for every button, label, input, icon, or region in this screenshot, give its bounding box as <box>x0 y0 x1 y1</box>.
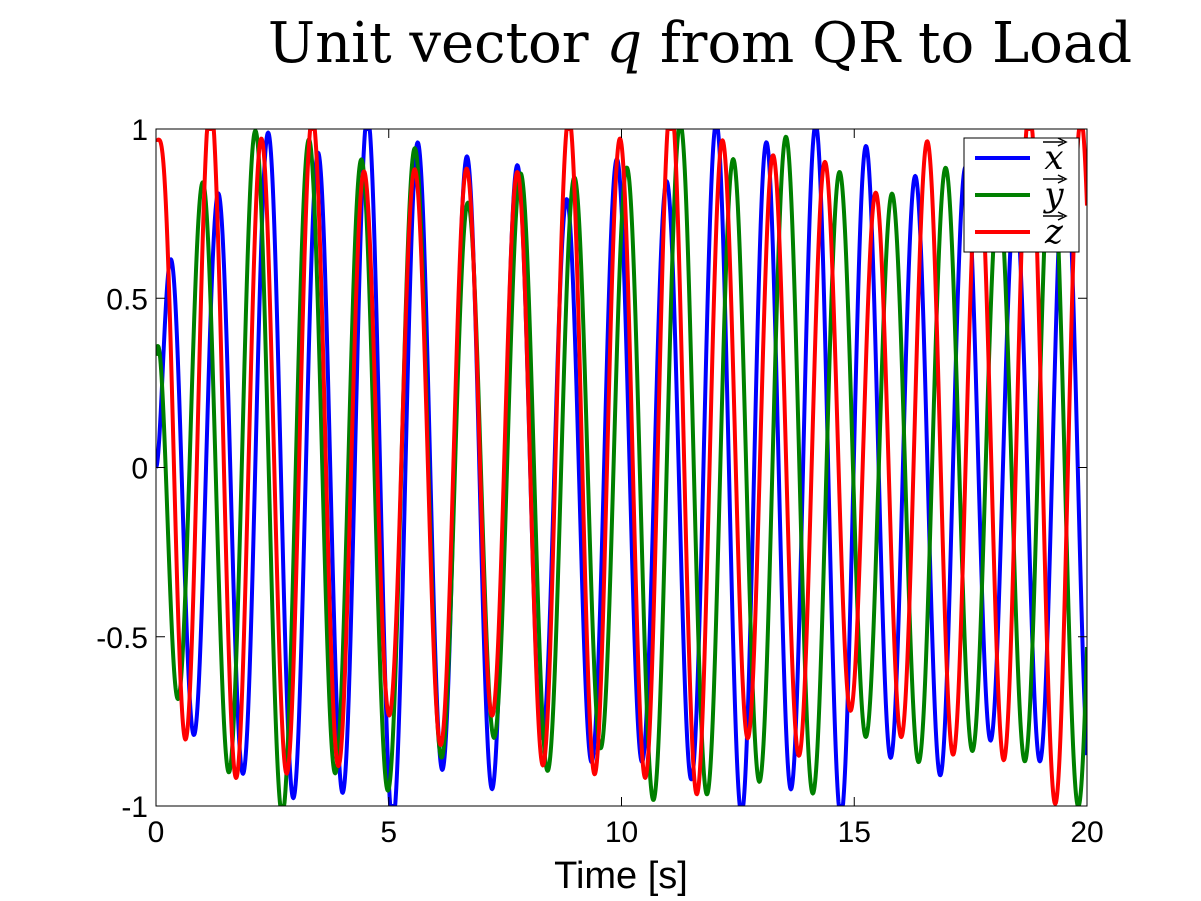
legend-label-y: y <box>1042 175 1064 215</box>
series-line-z <box>156 129 1087 806</box>
y-tick-label: -0.5 <box>96 622 148 655</box>
legend-vector-arrow-head <box>1057 211 1068 221</box>
chart-title-suffix: from QR to Load <box>642 11 1132 76</box>
x-axis-label: Time [s] <box>554 855 688 897</box>
y-tick-label: 0 <box>131 453 148 486</box>
y-tick-label: 1 <box>131 114 148 147</box>
x-tick-label: 5 <box>380 816 397 849</box>
x-tick-label: 15 <box>838 816 871 849</box>
x-tick-label: 10 <box>605 816 638 849</box>
chart-title: Unit vector q from QR to Load <box>268 11 1132 76</box>
legend: xyz <box>963 137 1080 253</box>
series-line-y <box>156 129 1087 806</box>
legend-label-x: x <box>1044 138 1063 178</box>
legend-vector-arrow-head <box>1057 137 1068 147</box>
x-tick-label: 0 <box>148 816 165 849</box>
legend-label-z: z <box>1044 212 1064 252</box>
series-layer <box>156 129 1087 806</box>
legend-vector-arrow-head <box>1057 174 1068 184</box>
y-tick-label: -1 <box>121 791 148 824</box>
y-tick-label: 0.5 <box>106 283 148 316</box>
chart-title-var: q <box>606 11 642 76</box>
x-tick-label: 20 <box>1070 816 1103 849</box>
ticks-layer: 0 5 10 15 20 -1 -0.5 0 0.5 1 <box>96 114 1103 849</box>
chart-title-prefix: Unit vector <box>268 11 606 76</box>
